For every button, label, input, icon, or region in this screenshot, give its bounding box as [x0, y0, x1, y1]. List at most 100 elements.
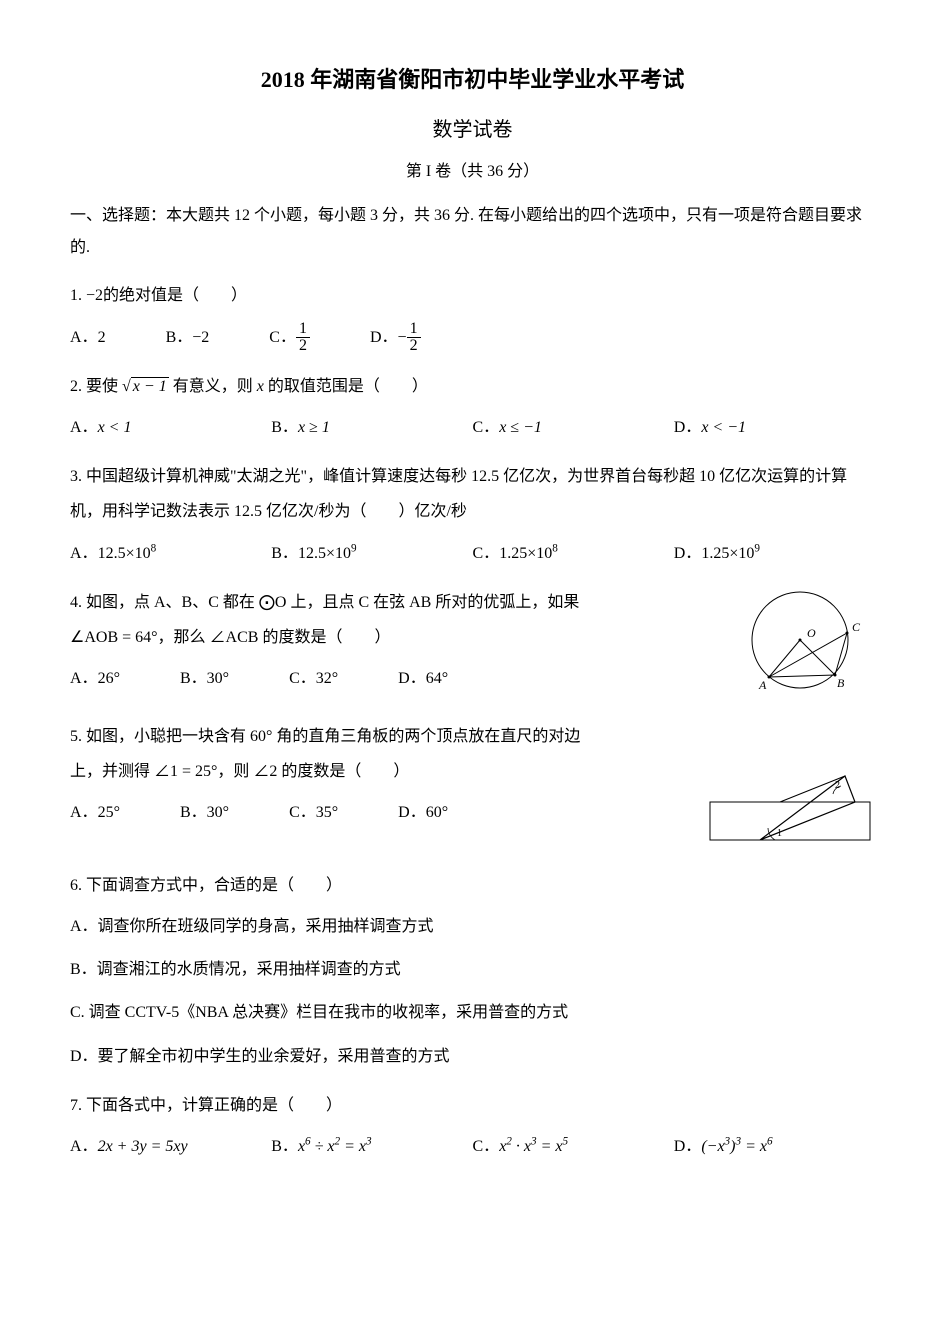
q5-row2: 上，并测得 ∠1 = 25°，则 ∠2 的度数是（ ） A．25° B．30° … [70, 754, 875, 854]
q3-d-exp: 9 [754, 542, 760, 554]
q4-a-label: A． [70, 670, 98, 687]
q2-b-value: x ≥ 1 [298, 419, 330, 436]
q2-d-value: x < −1 [701, 419, 746, 436]
q5-text: 上，并测得 ∠1 = 25°，则 ∠2 的度数是（ ） A．25° B．30° … [70, 754, 695, 830]
q5-b-value: 30° [207, 804, 229, 821]
q2-options: A．x < 1 B．x ≥ 1 C．x ≤ −1 D．x < −1 [70, 410, 875, 445]
q4-c-label: C． [289, 670, 316, 687]
q2-option-c: C．x ≤ −1 [473, 410, 674, 445]
q1-c-label: C． [269, 329, 296, 346]
question-5: 5. 如图，小聪把一块含有 60° 角的直角三角板的两个顶点放在直尺的对边 上，… [70, 719, 875, 854]
q1-stem-math: −2 [86, 287, 103, 304]
q3-c-exp: 8 [552, 542, 558, 554]
q4-fig-label-o: O [807, 626, 816, 640]
q4-fig-label-b: B [837, 676, 845, 690]
q7-option-c: C．x2 · x3 = x5 [473, 1129, 674, 1164]
exam-title-section: 第 I 卷（共 36 分） [70, 158, 875, 187]
q7-d-value: (−x3)3 = x6 [701, 1138, 772, 1155]
q1-a-label: A． [70, 329, 98, 346]
q4-figure-circle: O A B C [735, 585, 875, 705]
q5-option-a: A．25° [70, 795, 120, 830]
q3-option-d: D．1.25×109 [674, 536, 875, 571]
q4-angle-line: ∠AOB = 64°，那么 ∠ACB 的度数是（ ） [70, 629, 390, 646]
q3-a-label: A． [70, 545, 98, 562]
q3-c-base: 1.25×10 [499, 545, 552, 562]
q2-stem: 2. 要使 √x − 1 有意义，则 x 的取值范围是（ ） [70, 369, 875, 404]
q2-stem-prefix: 2. 要使 [70, 378, 118, 395]
q5-b-label: B． [180, 804, 207, 821]
q4-fig-label-a: A [758, 678, 767, 692]
question-2: 2. 要使 √x − 1 有意义，则 x 的取值范围是（ ） A．x < 1 B… [70, 369, 875, 445]
q7-d-label: D． [674, 1138, 702, 1155]
q3-stem: 3. 中国超级计算机神威"太湖之光"，峰值计算速度达每秒 12.5 亿亿次，为世… [70, 459, 875, 529]
q7-stem: 7. 下面各式中，计算正确的是（ ） [70, 1088, 875, 1123]
q5-options: A．25° B．30° C．35° D．60° [70, 795, 695, 830]
q5-d-label: D． [398, 804, 426, 821]
q4-a-value: 26° [98, 670, 120, 687]
q2-option-a: A．x < 1 [70, 410, 271, 445]
q7-c-value: x2 · x3 = x5 [499, 1138, 568, 1155]
q5-stem-line1: 5. 如图，小聪把一块含有 60° 角的直角三角板的两个顶点放在直尺的对边 [70, 719, 875, 754]
q1-d-neg: − [398, 329, 407, 346]
q3-d-label: D． [674, 545, 702, 562]
q4-option-d: D．64° [398, 661, 448, 696]
q1-option-a: A．2 [70, 320, 106, 355]
q7-b-value: x6 ÷ x2 = x3 [298, 1138, 372, 1155]
q4-options: A．26° B．30° C．32° D．64° [70, 661, 725, 696]
q1-stem-prefix: 1. [70, 287, 86, 304]
q3-option-c: C．1.25×108 [473, 536, 674, 571]
q4-fig-label-c: C [852, 620, 861, 634]
q2-a-value: x < 1 [98, 419, 132, 436]
sqrt-icon: √ [122, 378, 131, 395]
q2-a-label: A． [70, 419, 98, 436]
q3-d-base: 1.25×10 [701, 545, 754, 562]
question-3: 3. 中国超级计算机神威"太湖之光"，峰值计算速度达每秒 12.5 亿亿次，为世… [70, 459, 875, 571]
q5-fig-angle2: 2 [835, 780, 840, 791]
q6-stem: 6. 下面调查方式中，合适的是（ ） [70, 868, 875, 903]
question-6: 6. 下面调查方式中，合适的是（ ） A．调查你所在班级同学的身高，采用抽样调查… [70, 868, 875, 1074]
q2-radicand: x − 1 [131, 377, 169, 395]
q1-a-value: 2 [98, 329, 106, 346]
q2-option-d: D．x < −1 [674, 410, 875, 445]
q3-option-a: A．12.5×108 [70, 536, 271, 571]
q1-d-den: 2 [407, 338, 421, 354]
q1-stem: 1. −2的绝对值是（ ） [70, 278, 875, 313]
q1-b-label: B． [166, 329, 193, 346]
question-7: 7. 下面各式中，计算正确的是（ ） A．2x + 3y = 5xy B．x6 … [70, 1088, 875, 1164]
q5-a-label: A． [70, 804, 98, 821]
q4-d-label: D． [398, 670, 426, 687]
q6-option-c: C. 调查 CCTV-5《NBA 总决赛》栏目在我市的收视率，采用普查的方式 [70, 995, 875, 1030]
q7-c-label: C． [473, 1138, 500, 1155]
q5-fig-angle1: 1 [777, 828, 782, 839]
q2-b-label: B． [271, 419, 298, 436]
q5-c-value: 35° [316, 804, 338, 821]
q2-stem-suffix: 的取值范围是（ ） [268, 378, 428, 395]
q4-b-label: B． [180, 670, 207, 687]
q1-d-num: 1 [407, 321, 421, 338]
q1-stem-suffix: 的绝对值是（ ） [103, 287, 247, 304]
q2-stem-mid: 有意义，则 [173, 378, 253, 395]
q6-options: A．调查你所在班级同学的身高，采用抽样调查方式 B．调查湘江的水质情况，采用抽样… [70, 909, 875, 1074]
q1-options: A．2 B．−2 C．12 D．−12 [70, 320, 875, 355]
q2-sqrt: √x − 1 [122, 369, 169, 404]
q3-b-base: 12.5×10 [298, 545, 351, 562]
q1-option-b: B．−2 [166, 320, 210, 355]
q4-stem-line1: 4. 如图，点 A、B、C 都在 ⨀O 上，且点 C 在弦 AB 所对的优弧上，… [70, 585, 725, 620]
q1-c-num: 1 [296, 321, 310, 338]
q7-option-d: D．(−x3)3 = x6 [674, 1129, 875, 1164]
q6-option-b: B．调查湘江的水质情况，采用抽样调查的方式 [70, 952, 875, 987]
q3-a-exp: 8 [151, 542, 157, 554]
q3-b-exp: 9 [351, 542, 357, 554]
q5-option-d: D．60° [398, 795, 448, 830]
q1-option-d: D．−12 [370, 320, 421, 355]
q3-c-label: C． [473, 545, 500, 562]
q7-a-label: A． [70, 1138, 98, 1155]
section-1-instruction: 一、选择题：本大题共 12 个小题，每小题 3 分，共 36 分. 在每小题给出… [70, 200, 875, 264]
q1-option-c: C．12 [269, 320, 310, 355]
q4-option-a: A．26° [70, 661, 120, 696]
q4-stem-line2: ∠AOB = 64°，那么 ∠ACB 的度数是（ ） [70, 620, 725, 655]
q5-stem-line2: 上，并测得 ∠1 = 25°，则 ∠2 的度数是（ ） [70, 754, 695, 789]
q4-option-c: C．32° [289, 661, 338, 696]
question-1: 1. −2的绝对值是（ ） A．2 B．−2 C．12 D．−12 [70, 278, 875, 354]
q2-d-label: D． [674, 419, 702, 436]
